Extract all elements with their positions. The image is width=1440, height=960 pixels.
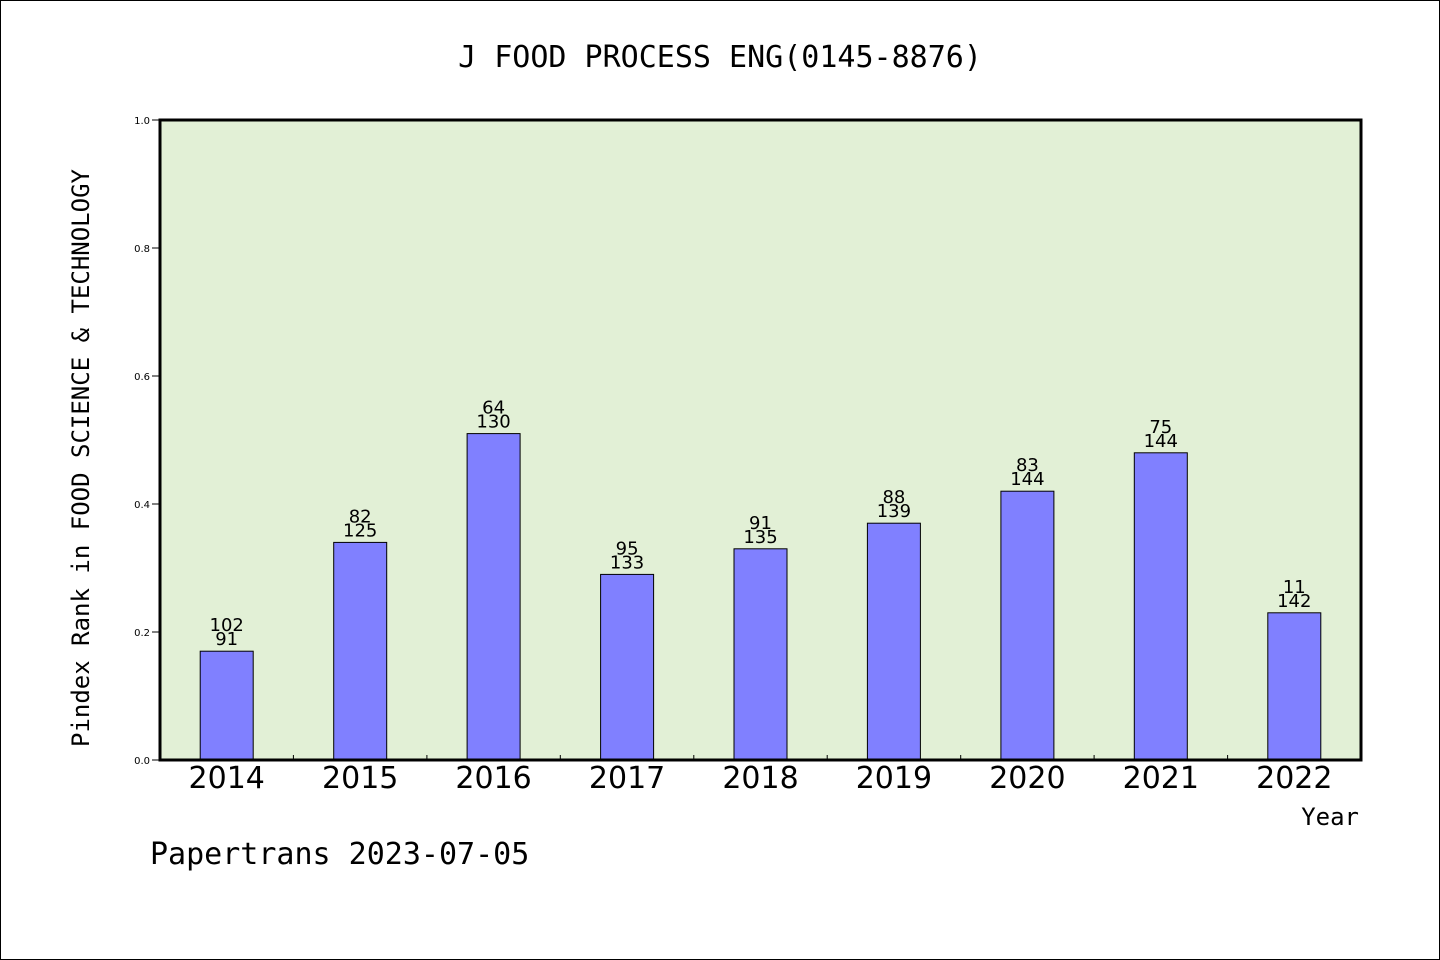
- bar-label-bottom: 125: [343, 520, 377, 541]
- bar: [600, 573, 655, 761]
- bar-label-bottom: 139: [877, 501, 911, 522]
- chart-title: J FOOD PROCESS ENG(0145-8876): [458, 40, 982, 75]
- bar: [199, 650, 254, 761]
- bar: [733, 548, 788, 761]
- bar-label-bottom: 144: [1010, 469, 1044, 490]
- bar-label-bottom: 144: [1144, 431, 1178, 452]
- data-labels: 1029182125641309513391135881398314475144…: [210, 398, 1312, 651]
- bars: [199, 433, 1322, 761]
- bar: [1000, 490, 1055, 761]
- bar: [333, 541, 388, 761]
- y-tick-label: 0.4: [134, 500, 150, 511]
- bar-label-bottom: 130: [476, 412, 510, 433]
- x-tick-label: 2019: [856, 761, 932, 796]
- x-tick-labels: 2014 2015 2016 2017 2018 2019 2020 2021 2022: [189, 761, 1333, 796]
- bar-label-top: 95: [616, 538, 639, 559]
- x-tick-label: 2017: [589, 761, 665, 796]
- bar-label-top: 75: [1149, 417, 1172, 438]
- y-axis-label: Pindex Rank in FOOD SCIENCE & TECHNOLOGY: [67, 168, 95, 747]
- x-tick-label: 2021: [1123, 761, 1199, 796]
- x-tick-label: 2022: [1256, 761, 1332, 796]
- y-tick-labels: 0.0 0.2 0.4 0.6 0.8 1.0: [134, 116, 150, 767]
- x-tick-label: 2018: [722, 761, 798, 796]
- bar-label-top: 88: [882, 487, 905, 508]
- bar-label-bottom: 133: [610, 552, 644, 573]
- y-tick-label: 0.0: [134, 756, 150, 767]
- bar: [1133, 452, 1188, 761]
- x-tick-label: 2020: [989, 761, 1065, 796]
- x-tick-label: 2015: [322, 761, 398, 796]
- bar: [1267, 612, 1322, 761]
- y-tick-label: 1.0: [134, 116, 150, 127]
- y-tick-label: 0.6: [134, 372, 150, 383]
- y-tick-label: 0.2: [134, 628, 150, 639]
- bar-label-bottom: 135: [743, 527, 777, 548]
- bar: [866, 522, 921, 761]
- bar-label-top: 11: [1283, 577, 1306, 598]
- bar-label-top: 83: [1016, 455, 1039, 476]
- bar: [466, 433, 521, 761]
- bar-label-top: 82: [349, 506, 372, 527]
- plot-frame: [158, 118, 1363, 762]
- x-tick-label: 2014: [189, 761, 265, 796]
- footer-text: Papertrans 2023-07-05: [150, 837, 529, 872]
- x-axis-label: Year: [1301, 803, 1359, 831]
- y-tick-label: 0.8: [134, 244, 150, 255]
- bar-label-top: 91: [749, 513, 772, 534]
- bar-label-bottom: 142: [1277, 591, 1311, 612]
- bar-label-top: 64: [482, 398, 505, 419]
- x-tick-label: 2016: [455, 761, 531, 796]
- bar-label-bottom: 91: [215, 629, 238, 650]
- bar-label-top: 102: [210, 615, 244, 636]
